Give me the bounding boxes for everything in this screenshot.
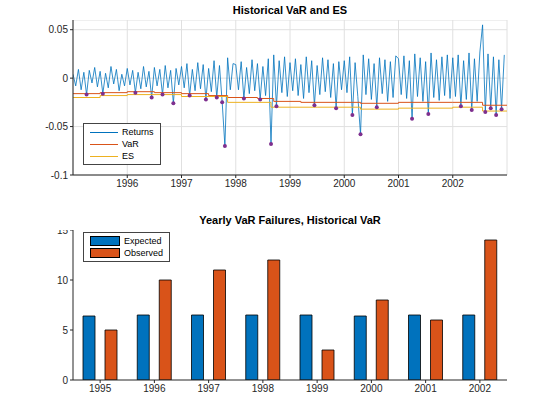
svg-text:1997: 1997 xyxy=(198,383,221,394)
svg-text:2001: 2001 xyxy=(387,178,410,189)
svg-text:-0.05: -0.05 xyxy=(45,121,68,132)
html-text:Observed: Observed xyxy=(124,248,163,258)
svg-text:1997: 1997 xyxy=(170,178,193,189)
svg-text:2002: 2002 xyxy=(442,178,465,189)
svg-text:2001: 2001 xyxy=(415,383,438,394)
svg-text:10: 10 xyxy=(57,275,69,286)
svg-text:2000: 2000 xyxy=(333,178,356,189)
svg-text:1996: 1996 xyxy=(143,383,166,394)
svg-text:1999: 1999 xyxy=(279,178,302,189)
html-text:Expected: Expected xyxy=(124,236,162,246)
html-text:VaR: VaR xyxy=(122,139,139,149)
svg-text:15: 15 xyxy=(57,230,69,236)
svg-text:1998: 1998 xyxy=(252,383,275,394)
svg-text:1995: 1995 xyxy=(89,383,112,394)
svg-text:1999: 1999 xyxy=(306,383,329,394)
svg-text:0: 0 xyxy=(62,375,68,386)
svg-text:1996: 1996 xyxy=(116,178,139,189)
svg-text:0: 0 xyxy=(62,73,68,84)
svg-text:2000: 2000 xyxy=(360,383,383,394)
html-text:Yearly VaR Failures, Historica: Yearly VaR Failures, Historical VaR xyxy=(199,214,381,226)
html-text:Historical VaR and ES: Historical VaR and ES xyxy=(232,4,348,16)
html-text:ES: ES xyxy=(122,151,134,161)
svg-text:2002: 2002 xyxy=(469,383,492,394)
svg-text:-0.1: -0.1 xyxy=(51,170,69,181)
html-text:Returns: Returns xyxy=(122,127,154,137)
svg-text:5: 5 xyxy=(62,325,68,336)
svg-text:1998: 1998 xyxy=(225,178,248,189)
svg-text:0.05: 0.05 xyxy=(49,24,69,35)
